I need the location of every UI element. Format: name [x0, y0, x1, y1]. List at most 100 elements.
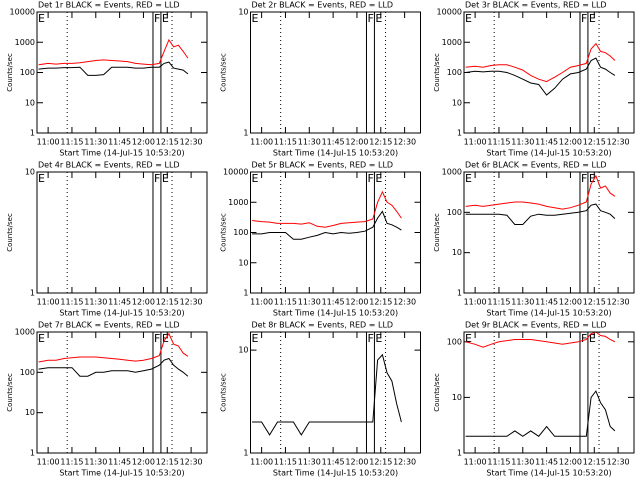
- x-axis-label: Start Time (14-Jul-15 10:53:20): [273, 469, 398, 478]
- y-tick-label: 100: [233, 228, 248, 237]
- marker-label: F: [581, 12, 587, 25]
- panel-title: Det 5r BLACK = Events, RED = LLD: [252, 161, 394, 170]
- x-tick-label: 12:30: [607, 138, 630, 147]
- x-tick-label: 12:15: [156, 458, 179, 467]
- plot-frame: [250, 331, 421, 454]
- y-tick-label: 10: [452, 393, 462, 402]
- panel: Det 9r BLACK = Events, RED = LLD Counts/s…: [433, 321, 635, 478]
- y-tick-label: 1: [457, 449, 462, 458]
- x-tick-label: 11:30: [511, 298, 534, 307]
- y-tick-label: 1000: [442, 38, 462, 47]
- x-tick-label: 12:00: [132, 458, 155, 467]
- x-tick-label: 11:30: [511, 458, 534, 467]
- y-tick-label: 100: [20, 68, 35, 77]
- x-tick-label: 11:30: [298, 298, 321, 307]
- series-line: [252, 210, 402, 240]
- marker-label: F: [581, 332, 587, 345]
- marker-label: F: [154, 12, 160, 25]
- panel: Det 8r BLACK = Events, RED = LLD Counts/s…: [220, 321, 421, 478]
- plot-frame: [463, 11, 635, 134]
- x-tick-label: 12:15: [369, 138, 392, 147]
- y-tick-label: 10: [452, 248, 462, 257]
- y-tick-label: 100: [447, 208, 462, 217]
- y-tick-label: 100: [447, 68, 462, 77]
- panel-title: Det 7r BLACK = Events, RED = LLD: [38, 321, 180, 330]
- marker-label: E: [375, 332, 382, 345]
- marker-label: E: [375, 12, 382, 25]
- x-tick-label: 11:45: [535, 298, 558, 307]
- x-tick-label: 11:30: [298, 458, 321, 467]
- x-tick-label: 12:15: [369, 458, 392, 467]
- series-line: [38, 38, 189, 66]
- panel: Det 3r BLACK = Events, RED = LLD Counts/s…: [433, 1, 635, 158]
- y-tick-label: 10: [25, 98, 35, 107]
- panel-title: Det 3r BLACK = Events, RED = LLD: [465, 1, 607, 10]
- x-tick-label: 12:30: [180, 138, 203, 147]
- x-tick-label: 12:00: [345, 458, 368, 467]
- series-line: [465, 57, 616, 96]
- x-axis-label: Start Time (14-Jul-15 10:53:20): [486, 149, 611, 158]
- x-tick-label: 11:00: [37, 298, 60, 307]
- series-line: [38, 332, 189, 363]
- x-tick-label: 12:00: [559, 458, 582, 467]
- x-tick-label: 11:45: [322, 298, 345, 307]
- marker-label: F: [154, 172, 160, 185]
- series-line: [465, 42, 616, 83]
- marker-label: E: [162, 12, 169, 25]
- panel: Det 7r BLACK = Events, RED = LLD Counts/s…: [6, 321, 208, 478]
- y-axis-label: Counts/sec: [220, 213, 228, 252]
- panel-title: Det 1r BLACK = Events, RED = LLD: [38, 1, 180, 10]
- series-line: [252, 353, 402, 436]
- x-tick-label: 11:30: [511, 138, 534, 147]
- x-tick-label: 12:30: [393, 298, 416, 307]
- marker-label: E: [252, 12, 259, 25]
- x-tick-label: 11:00: [250, 298, 273, 307]
- panel-title: Det 6r BLACK = Events, RED = LLD: [465, 161, 607, 170]
- marker-label: E: [38, 12, 45, 25]
- marker-label: E: [38, 332, 45, 345]
- y-tick-label: 1: [243, 129, 248, 138]
- panel: Det 2r BLACK = Events, RED = LLD Counts/s…: [220, 1, 421, 158]
- y-axis-label: Counts/sec: [220, 53, 228, 92]
- y-tick-label: 1: [457, 289, 462, 298]
- y-tick-label: 1000: [228, 198, 248, 207]
- y-axis-label: Counts/sec: [220, 373, 228, 412]
- marker-label: E: [589, 12, 596, 25]
- x-tick-label: 11:00: [464, 298, 487, 307]
- marker-label: F: [154, 332, 160, 345]
- y-tick-label: 10000: [223, 168, 248, 177]
- y-tick-label: 10: [238, 258, 248, 267]
- marker-label: F: [367, 172, 373, 185]
- y-axis-label: Counts/sec: [6, 53, 14, 92]
- x-tick-label: 11:15: [487, 138, 510, 147]
- x-tick-label: 11:15: [274, 298, 297, 307]
- y-tick-label: 1: [243, 449, 248, 458]
- panel: Det 4r BLACK = Events, RED = LLD Counts/s…: [6, 161, 208, 318]
- marker-label: E: [252, 172, 259, 185]
- series-line: [465, 390, 616, 437]
- x-axis-label: Start Time (14-Jul-15 10:53:20): [273, 149, 398, 158]
- marker-label: E: [465, 12, 472, 25]
- plot-frame: [36, 11, 208, 134]
- plot-frame: [250, 11, 421, 134]
- x-tick-label: 11:00: [37, 138, 60, 147]
- x-tick-label: 12:15: [156, 298, 179, 307]
- x-tick-label: 12:15: [369, 298, 392, 307]
- marker-label: F: [581, 172, 587, 185]
- y-axis-label: Counts/sec: [433, 213, 441, 252]
- x-tick-label: 12:30: [180, 298, 203, 307]
- x-tick-label: 11:45: [322, 138, 345, 147]
- marker-label: E: [375, 172, 382, 185]
- plot-frame: [36, 331, 208, 454]
- x-tick-label: 12:00: [559, 138, 582, 147]
- x-tick-label: 12:00: [132, 298, 155, 307]
- y-tick-label: 10: [25, 168, 35, 177]
- x-axis-label: Start Time (14-Jul-15 10:53:20): [59, 149, 184, 158]
- marker-label: E: [465, 332, 472, 345]
- x-tick-label: 11:00: [250, 458, 273, 467]
- y-tick-label: 1: [30, 449, 35, 458]
- panel: Det 1r BLACK = Events, RED = LLD Counts/s…: [6, 1, 208, 158]
- x-tick-label: 11:30: [298, 138, 321, 147]
- series-line: [252, 190, 402, 228]
